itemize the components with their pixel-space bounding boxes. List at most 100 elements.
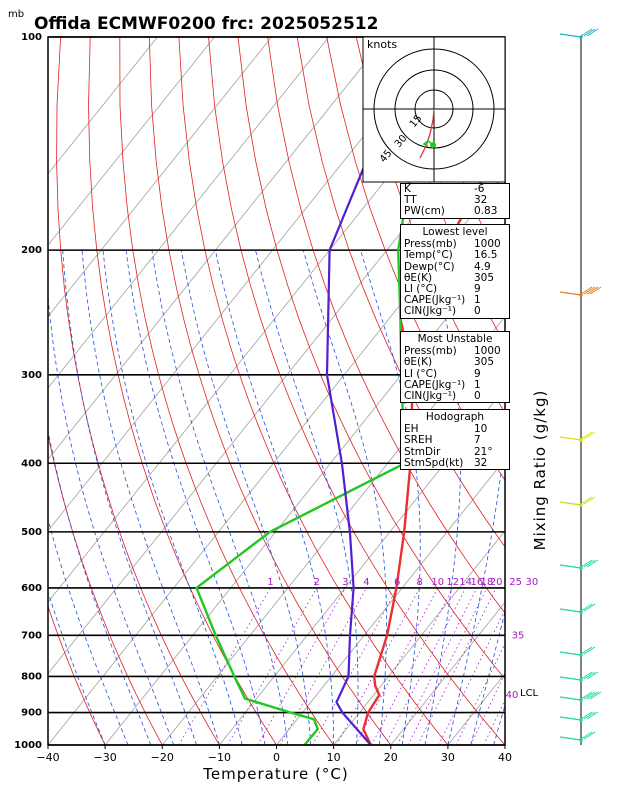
most-unstable-value: 1000 xyxy=(474,345,501,358)
isotherm-line xyxy=(48,37,330,389)
background-grid xyxy=(48,37,618,760)
lowest-level-row: CAPE(Jkg⁻¹) 1 xyxy=(401,295,509,306)
wind-barb-flag xyxy=(580,646,593,655)
hodograph-index-key: SREH xyxy=(404,434,433,447)
wind-barb-dot xyxy=(579,738,583,742)
temperature-tick-label: 0 xyxy=(273,751,280,764)
wind-barb-flag xyxy=(589,286,602,295)
dry-adiabat-line xyxy=(208,37,505,745)
mixing-ratio-line xyxy=(407,587,488,745)
dry-adiabat-line xyxy=(148,37,392,745)
dry-adiabat-line xyxy=(119,37,335,745)
dry-adiabat-line xyxy=(296,37,505,548)
isotherm-line xyxy=(48,173,505,745)
most-unstable-key: CIN(Jkg⁻¹) xyxy=(404,390,457,403)
hodograph-indices-header: Hodograph xyxy=(425,411,485,423)
hodograph-index-key: StmSpd(kt) xyxy=(404,456,464,469)
pressure-tick-label: 200 xyxy=(21,245,42,256)
wind-barb-dot xyxy=(579,678,583,682)
dry-adiabat-line xyxy=(267,37,505,614)
most-unstable-row: LI (°C) 9 xyxy=(401,367,509,380)
lowest-level-value: 1000 xyxy=(474,238,501,251)
most-unstable-box: Most Unstable Press(mb) 1000 θE(K) 305 LI (°… xyxy=(400,331,510,404)
hodograph-index-value: 10 xyxy=(474,423,488,436)
pressure-tick-label: 600 xyxy=(21,583,42,594)
lowest-level-row: CIN(Jkg⁻¹) 0 xyxy=(401,306,509,317)
chart-title: Offida ECMWF0200 frc: 2025052512 xyxy=(34,14,378,34)
mixing-ratio-line xyxy=(227,587,318,745)
wind-barb xyxy=(559,291,582,296)
most-unstable-row: CAPE(Jkg⁻¹) 1 xyxy=(401,379,509,391)
moist-adiabat-line xyxy=(62,250,197,745)
hodograph: knots 15 30 45 xyxy=(362,36,506,183)
mixing-ratio-line xyxy=(470,672,505,745)
mixing-ratio-label: 12 xyxy=(446,577,459,588)
lowest-level-value: 16.5 xyxy=(474,249,498,262)
pressure-tick-label: 700 xyxy=(21,630,42,641)
isotherm-line xyxy=(276,458,505,745)
mixing-ratio-line xyxy=(455,642,505,745)
wind-barb-dot xyxy=(579,438,583,442)
wind-barb-dot xyxy=(579,653,583,657)
wind-barb xyxy=(559,436,582,441)
dry-adiabat-line xyxy=(178,37,449,745)
wind-barb-flag xyxy=(580,496,593,505)
wind-barb-flag xyxy=(580,286,593,295)
most-unstable-key: Press(mb) xyxy=(404,345,457,358)
mixing-ratio-label: 35 xyxy=(512,630,525,641)
most-unstable-key: LI (°C) xyxy=(404,367,438,380)
hodograph-index-value: 32 xyxy=(474,456,488,469)
hodograph-unit: knots xyxy=(367,38,397,51)
lowest-level-key: CAPE(Jkg⁻¹) xyxy=(404,294,466,307)
wind-barb-flag xyxy=(580,603,593,612)
moist-adiabat-line xyxy=(48,293,175,745)
lowest-level-value: 9 xyxy=(474,283,481,296)
moist-adiabat-line xyxy=(180,250,312,745)
storm-motion-marker xyxy=(430,142,436,148)
temperature-tick-label: −10 xyxy=(208,751,231,764)
most-unstable-row: CIN(Jkg⁻¹) 0 xyxy=(401,390,509,403)
moist-adiabat-line xyxy=(48,428,152,745)
hodograph-low-trace xyxy=(422,140,433,147)
most-unstable-row: θE(K) 305 xyxy=(401,357,509,368)
lowest-level-row: Press(mb) 1000 xyxy=(401,238,509,251)
mixing-ratio-label: 10 xyxy=(431,577,444,588)
wind-barb xyxy=(559,716,582,721)
wind-barb-flag xyxy=(589,691,602,700)
most-unstable-value: 305 xyxy=(474,356,495,369)
mixing-ratio-label: 3 xyxy=(342,577,348,588)
mixing-ratio-label: 25 xyxy=(509,577,522,588)
mixing-ratio-label: 18 xyxy=(481,577,494,588)
mixing-ratio-label: 20 xyxy=(490,577,503,588)
dry-adiabat-line xyxy=(48,605,106,745)
wind-barb-flag xyxy=(580,691,593,700)
hodograph-index-row: EH 10 xyxy=(401,423,509,436)
wind-barb xyxy=(559,676,582,681)
dry-adiabat-line xyxy=(563,37,618,760)
mixing-ratio-line xyxy=(178,587,271,745)
wind-barb-dot xyxy=(579,610,583,614)
hodograph-index-value: 21° xyxy=(474,445,493,458)
hodograph-index-key: StmDir xyxy=(404,445,441,458)
hodograph-index-value: 7 xyxy=(474,434,481,447)
general-index-value: 0.83 xyxy=(474,205,498,218)
wind-barb-flag xyxy=(583,559,596,568)
dry-adiabat-line xyxy=(88,37,277,745)
wind-barb xyxy=(559,696,582,701)
wind-barb xyxy=(559,564,582,569)
isotherm-line xyxy=(48,37,444,532)
wind-barb-flag xyxy=(580,731,593,740)
wind-barb-flag xyxy=(586,691,599,700)
pressure-tick-label: 1000 xyxy=(14,740,42,751)
wind-barb xyxy=(559,608,582,613)
mixing-ratio-label: 2 xyxy=(314,577,320,588)
mixing-ratio-label: 4 xyxy=(363,577,369,588)
lowest-level-key: LI (°C) xyxy=(404,283,438,296)
wind-barb-flag xyxy=(580,711,593,720)
wind-barb-dot xyxy=(579,503,583,507)
moist-adiabat-line xyxy=(215,250,335,745)
most-unstable-value: 0 xyxy=(474,390,481,403)
temperature-axis-ticks: −40 −30 −20 −10 0 10 20 30 40 xyxy=(36,745,512,764)
dry-adiabat-line xyxy=(355,37,505,414)
